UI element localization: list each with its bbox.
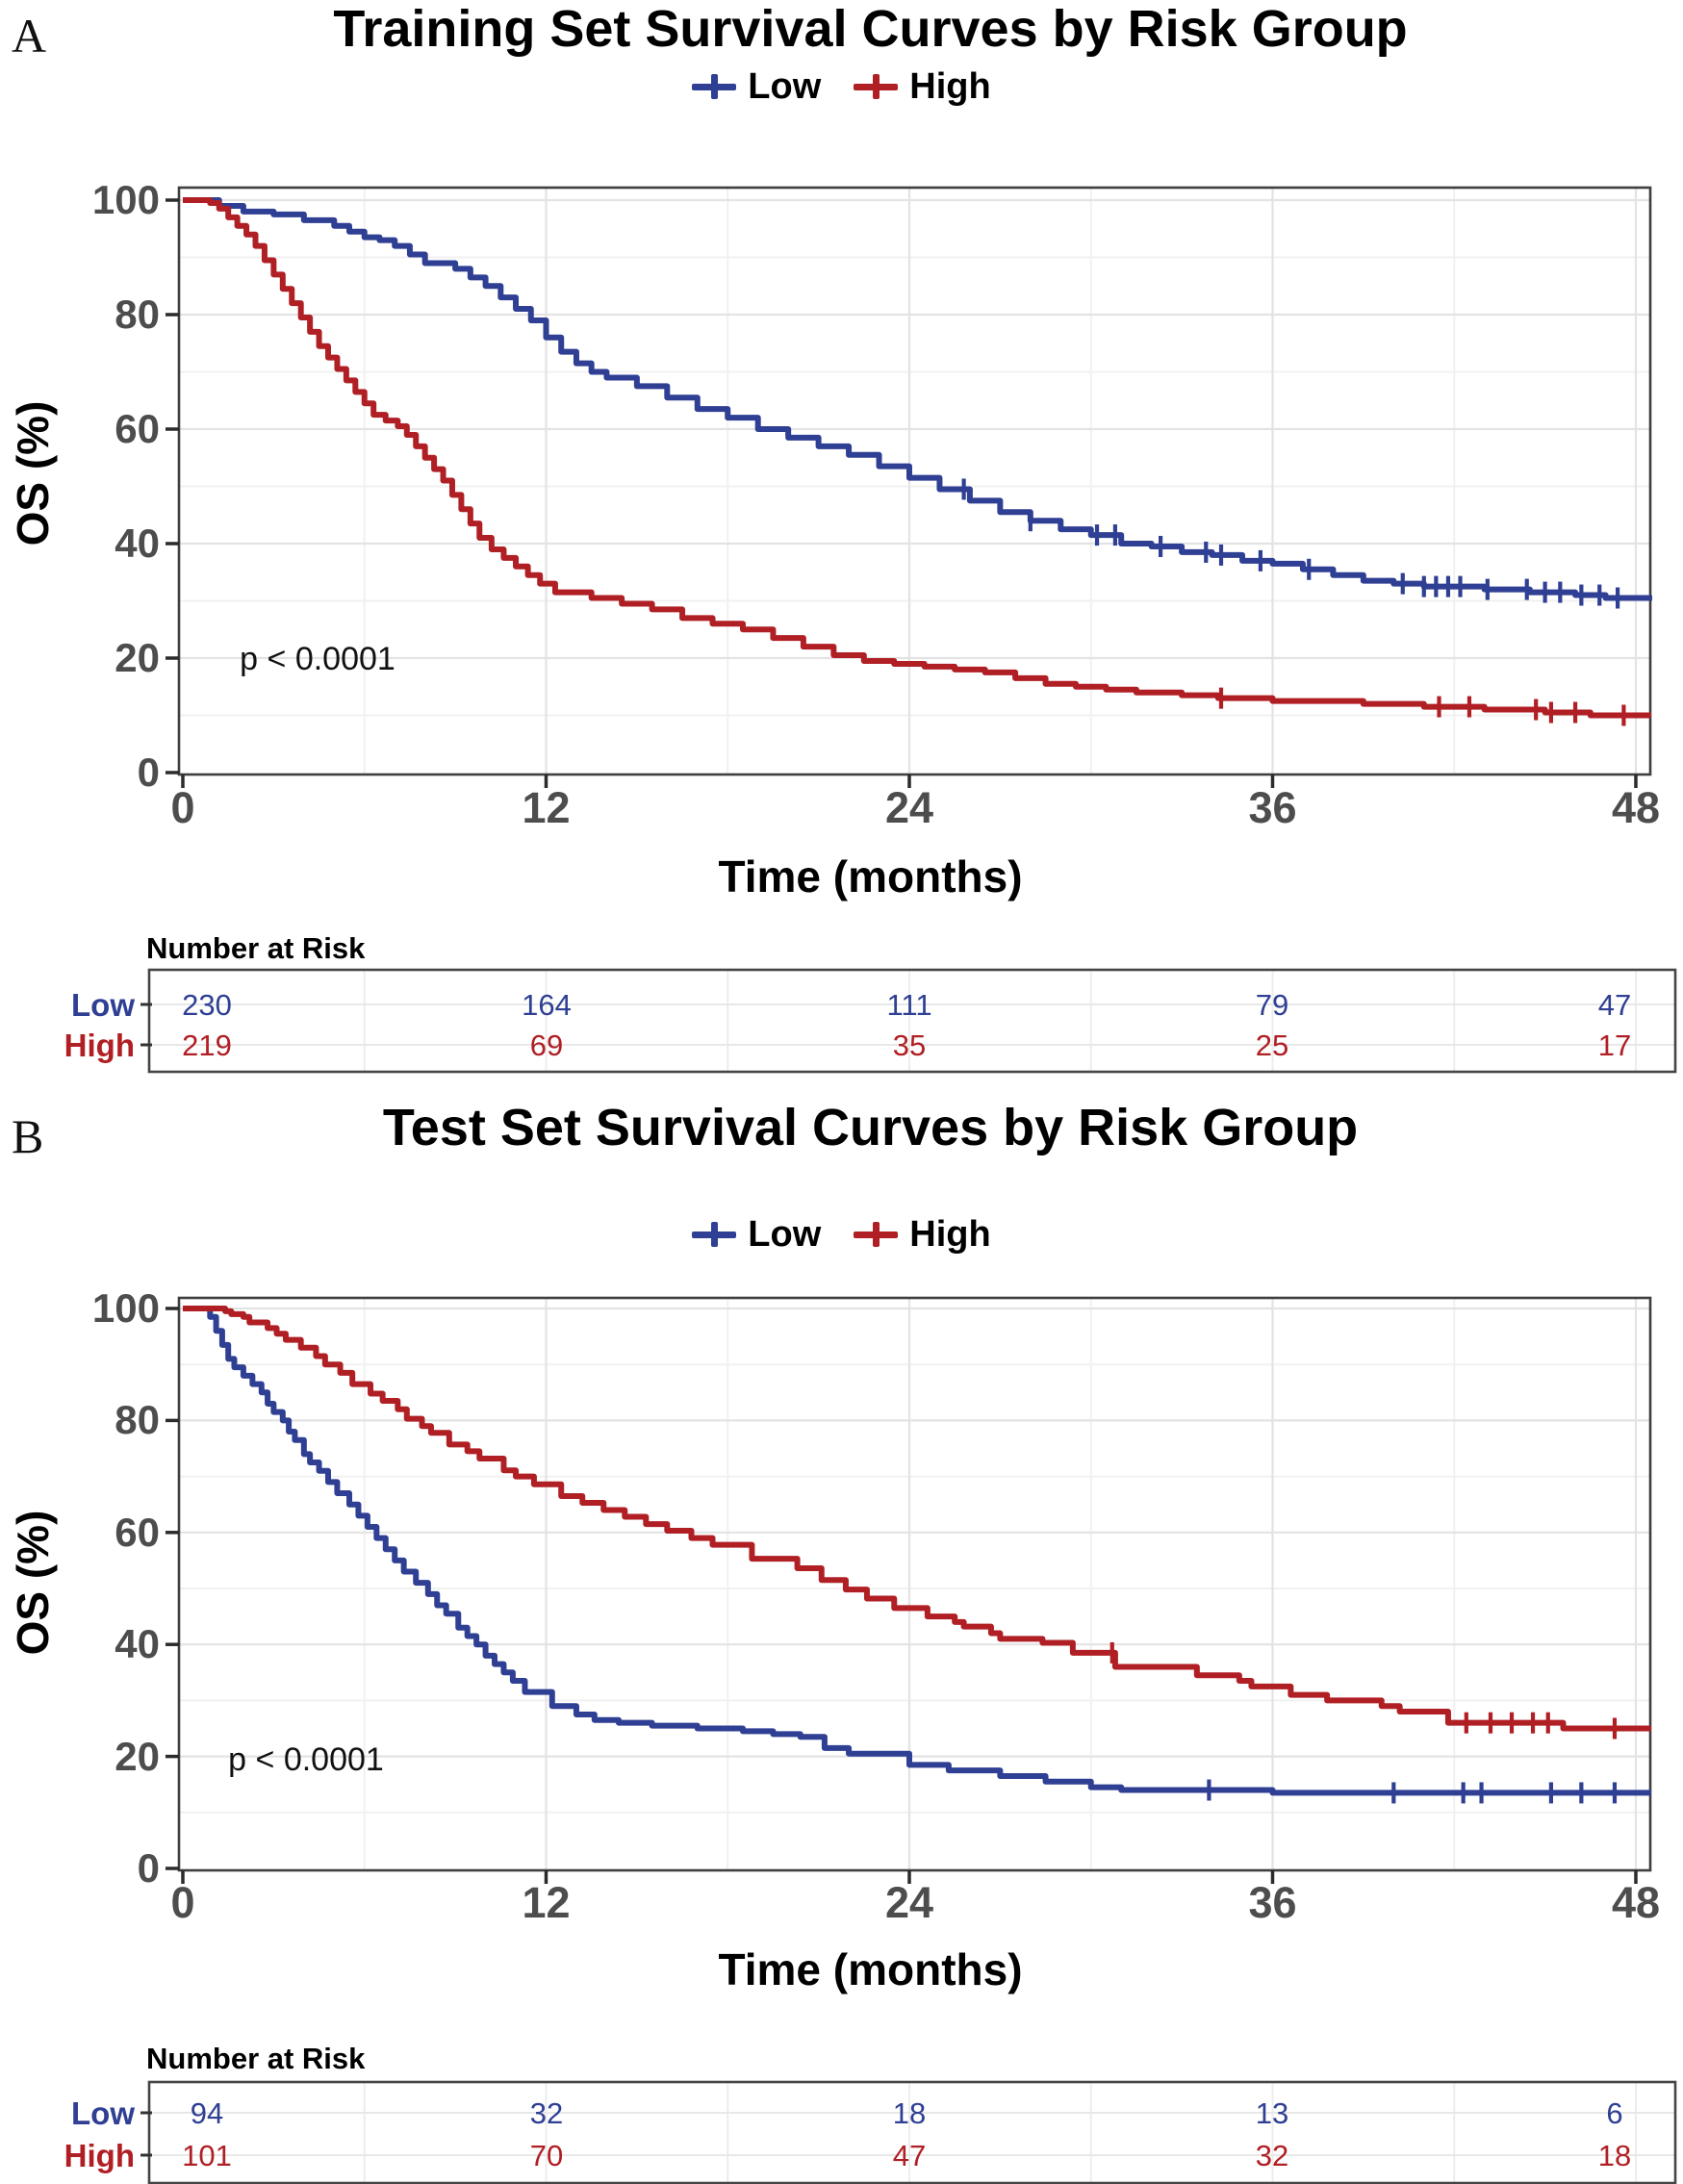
risk-count: 47	[1597, 988, 1632, 1022]
legend-label-high: High	[909, 1213, 991, 1255]
risk-count: 101	[182, 2139, 232, 2172]
panel-a-title: Training Set Survival Curves by Risk Gro…	[333, 0, 1408, 58]
x-tick-label: 0	[170, 1878, 195, 1927]
risk-count: 18	[892, 2096, 927, 2130]
y-tick-label: 20	[115, 1733, 160, 1779]
x-tick-label: 24	[884, 1878, 934, 1927]
y-tick-label: 100	[91, 177, 160, 222]
legend-item-high: High	[854, 1213, 991, 1256]
y-tick-label: 60	[115, 1509, 160, 1555]
axes	[166, 1296, 1652, 1884]
censor-plus-icon	[854, 1221, 899, 1248]
panel-a-y-axis-title: OS (%)	[8, 400, 58, 546]
x-tick-label: 36	[1248, 783, 1297, 832]
panel-a-x-axis-title: Time (months)	[718, 851, 1023, 902]
panel-b-title: Test Set Survival Curves by Risk Group	[382, 1099, 1359, 1156]
risk-count: 94	[190, 2096, 224, 2130]
risk-table-grid	[140, 2080, 1677, 2184]
censor-plus-icon	[854, 73, 899, 100]
censor-marks-high	[1109, 1641, 1618, 1740]
y-tick-label: 40	[115, 1621, 160, 1667]
panel-b-x-axis-title: Time (months)	[718, 1944, 1023, 1994]
axes	[166, 186, 1652, 788]
legend-label-low: Low	[748, 1213, 822, 1255]
panel-b-legend: Low High	[0, 1213, 1683, 1256]
risk-table-grid	[140, 968, 1677, 1074]
censor-plus-icon	[692, 73, 737, 100]
risk-count: 79	[1255, 988, 1289, 1022]
risk-count: 6	[1606, 2096, 1623, 2130]
risk-count: 13	[1255, 2096, 1289, 2130]
risk-count: 69	[529, 1029, 564, 1062]
risk-count: 70	[529, 2139, 564, 2172]
censor-marks-low	[961, 478, 1620, 609]
risk-count: 25	[1255, 1029, 1289, 1062]
x-tick-label: 48	[1611, 1878, 1660, 1927]
legend-label-high: High	[909, 65, 991, 107]
panel-a-legend: Low High	[0, 65, 1683, 108]
x-tick-label: 36	[1248, 1878, 1297, 1927]
panel-a-pvalue: p < 0.0001	[240, 641, 395, 677]
panel-b-letter: B	[12, 1109, 44, 1163]
risk-count: 32	[529, 2096, 564, 2130]
y-tick-label: 100	[91, 1285, 160, 1331]
risk-row-label-high: High	[64, 1028, 135, 1063]
x-tick-label: 12	[522, 783, 571, 832]
censor-marks-high	[1218, 687, 1626, 726]
km-curve-high	[183, 1306, 1651, 1732]
km-curve-low	[183, 197, 1652, 601]
x-tick-label: 0	[170, 783, 195, 832]
y-tick-label: 0	[137, 1845, 160, 1891]
y-tick-label: 40	[115, 521, 160, 566]
legend-item-low: Low	[692, 1214, 821, 1256]
risk-count: 219	[182, 1029, 232, 1062]
censor-marks-low	[1207, 1779, 1618, 1804]
panel-a-risk-header: Number at Risk	[146, 931, 366, 965]
risk-count: 164	[522, 988, 572, 1022]
gridlines	[179, 1298, 1650, 1870]
y-tick-label: 80	[115, 292, 160, 337]
y-tick-label: 80	[115, 1397, 160, 1443]
x-tick-label: 24	[884, 783, 934, 832]
legend-label-low: Low	[748, 65, 822, 107]
y-tick-label: 20	[115, 635, 160, 680]
risk-count: 17	[1597, 1029, 1632, 1062]
risk-count: 230	[182, 988, 232, 1022]
km-curve-low	[183, 1306, 1651, 1796]
panel-a-letter: A	[12, 9, 47, 63]
y-tick-label: 60	[115, 406, 160, 451]
risk-count: 35	[892, 1029, 927, 1062]
panel-b-risk-header: Number at Risk	[146, 2042, 366, 2075]
x-tick-label: 48	[1611, 783, 1660, 832]
risk-row-label-high: High	[64, 2138, 135, 2173]
y-tick-label: 0	[137, 749, 160, 795]
risk-row-label-low: Low	[71, 2095, 135, 2131]
risk-count: 18	[1597, 2139, 1632, 2172]
risk-count: 47	[892, 2139, 927, 2172]
risk-row-label-low: Low	[71, 987, 135, 1023]
legend-item-low: Low	[692, 66, 821, 108]
panel-b-y-axis-title: OS (%)	[8, 1510, 58, 1656]
panel-b-pvalue: p < 0.0001	[228, 1741, 384, 1778]
km-curve-high	[183, 197, 1651, 719]
censor-plus-icon	[692, 1221, 737, 1248]
risk-count: 32	[1255, 2139, 1289, 2172]
risk-count: 111	[886, 988, 932, 1022]
legend-item-high: High	[854, 65, 991, 108]
x-tick-label: 12	[522, 1878, 571, 1927]
gridlines	[179, 188, 1650, 775]
